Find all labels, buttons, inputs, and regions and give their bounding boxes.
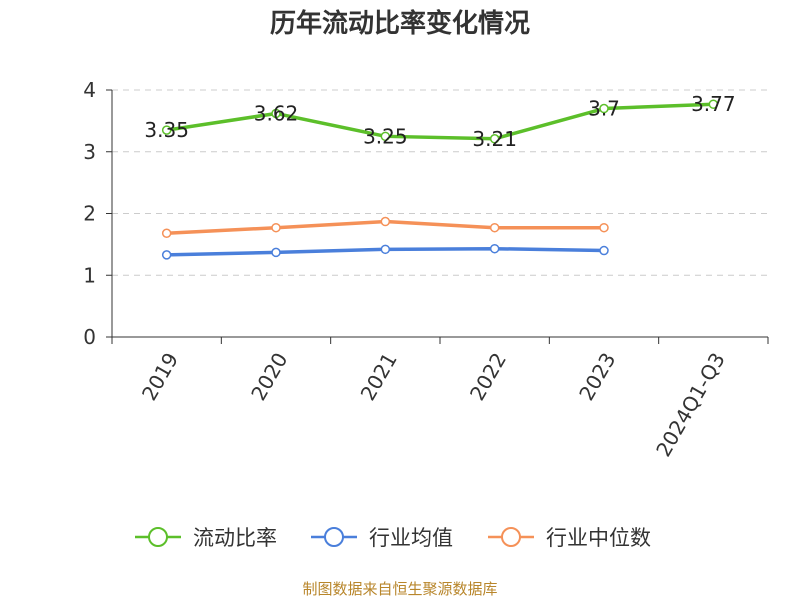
- series-lines: [161, 99, 719, 260]
- data-label: 3.77: [691, 92, 736, 116]
- data-point: [380, 131, 391, 142]
- chart-title: 历年流动比率变化情况: [270, 8, 530, 39]
- y-tick-label: 0: [83, 325, 96, 349]
- legend-marker: [324, 527, 344, 547]
- legend[interactable]: 流动比率 行业均值 行业中位数: [135, 526, 651, 550]
- data-point: [599, 222, 609, 233]
- x-tick-label: 2019: [137, 349, 183, 405]
- data-point: [161, 228, 172, 239]
- data-point: [599, 245, 609, 256]
- data-point: [271, 108, 281, 119]
- data-label: 3.25: [363, 124, 408, 148]
- data-point: [161, 125, 172, 135]
- x-tick-label: 2020: [246, 349, 292, 405]
- y-tick-label: 1: [83, 263, 96, 287]
- data-label: 3.7: [588, 97, 620, 121]
- x-tick-label: 2022: [465, 348, 511, 404]
- y-tick-label: 2: [83, 202, 96, 226]
- y-tick-label: 3: [83, 140, 96, 164]
- data-point: [271, 247, 281, 258]
- data-point: [708, 99, 719, 109]
- x-tick-label: 2023: [574, 349, 620, 405]
- x-tick-label: 2024Q1-Q3: [651, 349, 730, 461]
- legend-label: 行业均值: [369, 526, 453, 550]
- legend-marker: [501, 527, 521, 547]
- data-point: [161, 250, 172, 260]
- data-label: 3.35: [144, 118, 189, 142]
- data-point: [271, 222, 281, 233]
- x-tick-label: 2021: [356, 349, 402, 405]
- legend-marker: [148, 527, 168, 547]
- data-labels: 3.35 3.62 3.25 3.21 3.7 3.77: [144, 92, 735, 151]
- legend-label: 流动比率: [193, 526, 277, 550]
- data-label: 3.21: [472, 127, 517, 151]
- legend-label: 行业中位数: [546, 526, 651, 550]
- data-point: [489, 134, 500, 144]
- y-tick-label: 4: [83, 78, 96, 102]
- data-point: [380, 216, 391, 227]
- data-point: [489, 243, 500, 254]
- data-point: [489, 222, 500, 233]
- data-point: [380, 244, 391, 255]
- series-line: [166, 102, 714, 141]
- data-point: [599, 103, 609, 114]
- data-label: 3.62: [254, 101, 299, 125]
- source-note: 制图数据来自恒生聚源数据库: [302, 580, 497, 598]
